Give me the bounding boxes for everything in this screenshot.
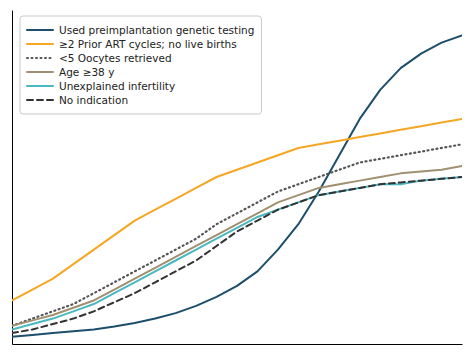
series-line (12, 119, 462, 301)
legend-swatch (27, 85, 53, 87)
axis-line (12, 11, 13, 345)
plot-area: Used preimplantation genetic testing ≥2 P… (12, 11, 463, 345)
legend-entry: Unexplained infertility (27, 80, 175, 92)
legend: Used preimplantation genetic testing ≥2 P… (20, 16, 261, 114)
legend-swatch (27, 29, 53, 31)
series-line (12, 177, 462, 333)
legend-label: Age ≥38 y (59, 66, 114, 78)
x-axis (13, 344, 463, 345)
y-axis (12, 11, 13, 345)
legend-entry: Used preimplantation genetic testing (27, 24, 254, 36)
series-line (12, 144, 462, 326)
legend-label: Unexplained infertility (59, 80, 175, 92)
legend-box (20, 16, 261, 114)
legend-swatch (27, 43, 53, 45)
series-line (12, 177, 462, 329)
legend-label: No indication (59, 94, 128, 106)
legend-entry: ≥2 Prior ART cycles; no live births (27, 38, 237, 50)
legend-label: Used preimplantation genetic testing (59, 24, 254, 36)
axis-line (13, 344, 463, 345)
legend-entry: No indication (27, 94, 128, 106)
chart: Used preimplantation genetic testing ≥2 P… (0, 0, 474, 356)
legend-label: ≥2 Prior ART cycles; no live births (59, 38, 237, 50)
legend-label: <5 Oocytes retrieved (59, 52, 172, 64)
legend-swatch (27, 71, 53, 73)
legend-swatch (27, 99, 53, 101)
legend-entry: Age ≥38 y (27, 66, 114, 78)
legend-swatch (27, 57, 53, 59)
series-line (12, 166, 462, 326)
legend-entry: <5 Oocytes retrieved (27, 52, 172, 64)
